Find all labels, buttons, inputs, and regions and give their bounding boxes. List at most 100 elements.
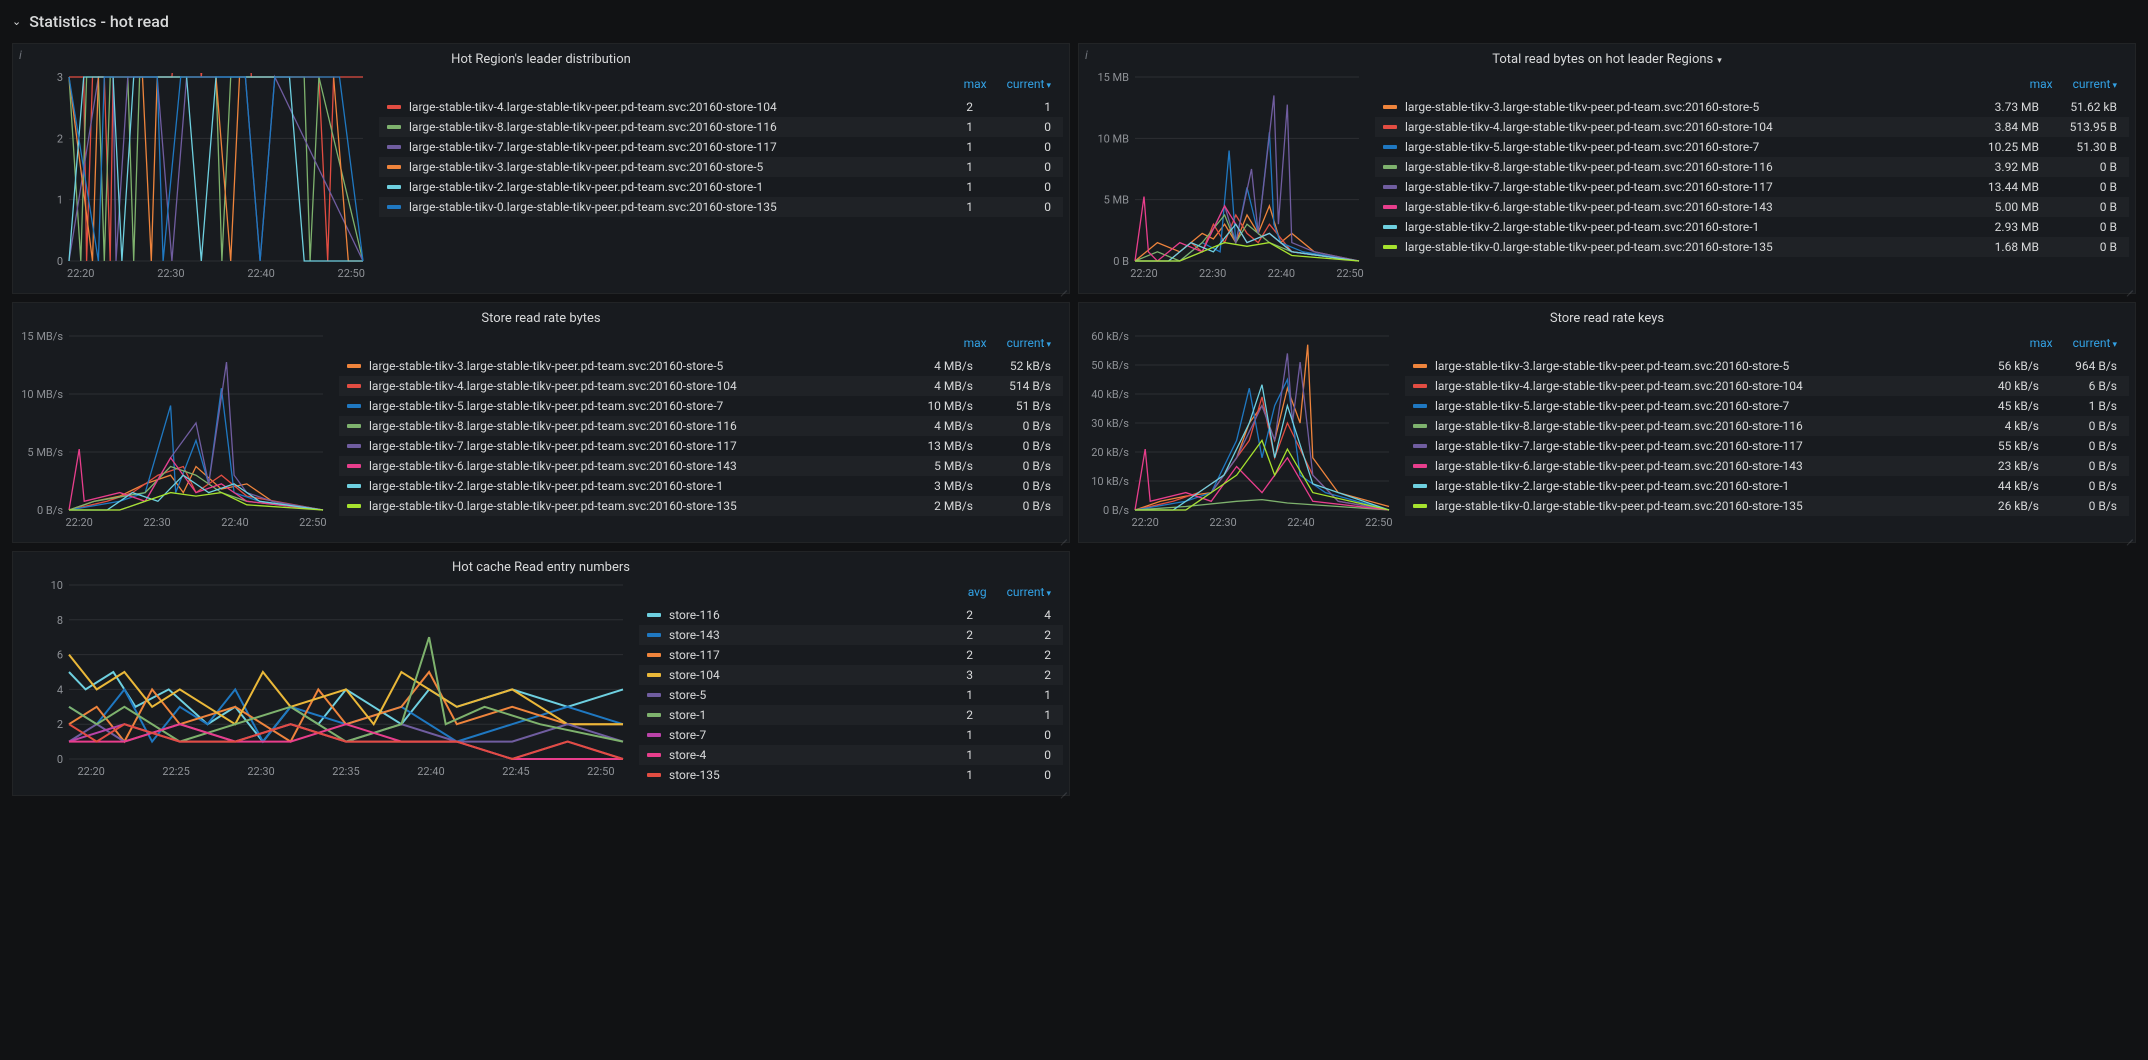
legend-value: 0 B [2047, 240, 2117, 254]
chart-area[interactable]: 0 B/s5 MB/s10 MB/s15 MB/s22:2022:3022:40… [19, 332, 329, 532]
legend-value: 2 [903, 648, 973, 662]
legend-value: 2 [903, 100, 973, 114]
legend-col-current[interactable]: current [1007, 336, 1051, 350]
resize-handle[interactable] [2123, 530, 2133, 540]
legend-row[interactable]: large-stable-tikv-6.large-stable-tikv-pe… [339, 456, 1063, 476]
panel-title[interactable]: Total read bytes on hot leader Regions▾ [1085, 50, 2129, 73]
resize-handle[interactable] [1057, 783, 1067, 793]
legend-col-max[interactable]: max [2030, 77, 2053, 91]
legend-header: max current [1375, 73, 2129, 97]
empty-cell [1078, 551, 2136, 796]
legend-row[interactable]: large-stable-tikv-5.large-stable-tikv-pe… [1405, 396, 2129, 416]
legend-row[interactable]: large-stable-tikv-8.large-stable-tikv-pe… [379, 117, 1063, 137]
legend-header: max current [379, 73, 1063, 97]
legend-row[interactable]: large-stable-tikv-8.large-stable-tikv-pe… [339, 416, 1063, 436]
legend-value: 0 B [2047, 160, 2117, 174]
legend-swatch [387, 165, 401, 169]
legend-row[interactable]: large-stable-tikv-7.large-stable-tikv-pe… [1375, 177, 2129, 197]
legend-col-max[interactable]: max [964, 336, 987, 350]
info-icon[interactable]: i [1085, 48, 1088, 62]
resize-handle[interactable] [1057, 530, 1067, 540]
legend-row[interactable]: store-11722 [639, 645, 1063, 665]
chart-svg: 0 B/s10 kB/s20 kB/s30 kB/s40 kB/s50 kB/s… [1085, 332, 1395, 532]
legend-row[interactable]: large-stable-tikv-0.large-stable-tikv-pe… [379, 197, 1063, 217]
legend-row[interactable]: large-stable-tikv-0.large-stable-tikv-pe… [339, 496, 1063, 516]
legend-col-max[interactable]: max [964, 77, 987, 91]
legend-row[interactable]: store-511 [639, 685, 1063, 705]
legend-swatch [1383, 225, 1397, 229]
legend-row[interactable]: large-stable-tikv-8.large-stable-tikv-pe… [1375, 157, 2129, 177]
legend-row[interactable]: large-stable-tikv-3.large-stable-tikv-pe… [339, 356, 1063, 376]
svg-text:0 B/s: 0 B/s [1103, 504, 1129, 517]
legend-row[interactable]: store-11624 [639, 605, 1063, 625]
chart-area[interactable]: 0 B/s10 kB/s20 kB/s30 kB/s40 kB/s50 kB/s… [1085, 332, 1395, 532]
legend-row[interactable]: large-stable-tikv-7.large-stable-tikv-pe… [1405, 436, 2129, 456]
legend-row[interactable]: large-stable-tikv-2.large-stable-tikv-pe… [379, 177, 1063, 197]
info-icon[interactable]: i [19, 48, 22, 62]
chart-area[interactable]: 024681022:2022:2522:3022:3522:4022:4522:… [19, 581, 629, 785]
legend-col-max[interactable]: max [2030, 336, 2053, 350]
legend-value: 5 MB/s [903, 459, 973, 473]
legend-row[interactable]: large-stable-tikv-0.large-stable-tikv-pe… [1405, 496, 2129, 516]
resize-handle[interactable] [1057, 281, 1067, 291]
resize-handle[interactable] [2123, 281, 2133, 291]
legend-col-current[interactable]: current [1007, 585, 1051, 599]
legend-value: 0 B [2047, 180, 2117, 194]
legend-row[interactable]: large-stable-tikv-0.large-stable-tikv-pe… [1375, 237, 2129, 257]
legend-value: 40 kB/s [1969, 379, 2039, 393]
legend-row[interactable]: large-stable-tikv-6.large-stable-tikv-pe… [1405, 456, 2129, 476]
legend-row[interactable]: large-stable-tikv-3.large-stable-tikv-pe… [379, 157, 1063, 177]
legend-value: 1.68 MB [1969, 240, 2039, 254]
legend-label: large-stable-tikv-8.large-stable-tikv-pe… [369, 419, 895, 433]
legend-row[interactable]: store-410 [639, 745, 1063, 765]
legend-row[interactable]: large-stable-tikv-2.large-stable-tikv-pe… [1375, 217, 2129, 237]
section-header[interactable]: ⌄ Statistics - hot read [12, 8, 2136, 43]
svg-text:22:20: 22:20 [67, 267, 94, 280]
legend-value: 0 [981, 140, 1051, 154]
chart-svg: 0 B5 MB10 MB15 MB22:2022:3022:4022:50 [1085, 73, 1365, 283]
legend-row[interactable]: large-stable-tikv-5.large-stable-tikv-pe… [1375, 137, 2129, 157]
legend-row[interactable]: large-stable-tikv-4.large-stable-tikv-pe… [1375, 117, 2129, 137]
legend-row[interactable]: store-10432 [639, 665, 1063, 685]
legend-row[interactable]: large-stable-tikv-4.large-stable-tikv-pe… [1405, 376, 2129, 396]
legend-value: 3.92 MB [1969, 160, 2039, 174]
panel-title[interactable]: Store read rate bytes [19, 309, 1063, 332]
legend-value: 3.84 MB [1969, 120, 2039, 134]
legend-row[interactable]: large-stable-tikv-3.large-stable-tikv-pe… [1405, 356, 2129, 376]
legend-value: 2 [981, 648, 1051, 662]
svg-text:1: 1 [57, 194, 63, 207]
legend-row[interactable]: large-stable-tikv-2.large-stable-tikv-pe… [1405, 476, 2129, 496]
legend-row[interactable]: large-stable-tikv-5.large-stable-tikv-pe… [339, 396, 1063, 416]
panel-title[interactable]: Hot Region's leader distribution [19, 50, 1063, 73]
legend-row[interactable]: large-stable-tikv-8.large-stable-tikv-pe… [1405, 416, 2129, 436]
svg-text:22:30: 22:30 [247, 765, 274, 778]
legend-row[interactable]: store-121 [639, 705, 1063, 725]
legend-row[interactable]: large-stable-tikv-3.large-stable-tikv-pe… [1375, 97, 2129, 117]
legend-col-current[interactable]: current [1007, 77, 1051, 91]
legend-col-current[interactable]: current [2073, 336, 2117, 350]
legend-row[interactable]: large-stable-tikv-4.large-stable-tikv-pe… [379, 97, 1063, 117]
legend-row[interactable]: large-stable-tikv-2.large-stable-tikv-pe… [339, 476, 1063, 496]
svg-text:22:40: 22:40 [1268, 267, 1295, 280]
chart-area[interactable]: 012322:2022:3022:4022:50 [19, 73, 369, 283]
legend-value: 1 [903, 728, 973, 742]
legend-col-current[interactable]: current [2073, 77, 2117, 91]
panel-title[interactable]: Hot cache Read entry numbers [19, 558, 1063, 581]
legend-row[interactable]: large-stable-tikv-7.large-stable-tikv-pe… [379, 137, 1063, 157]
legend: max current large-stable-tikv-4.large-stab… [379, 73, 1063, 283]
legend-col-avg[interactable]: avg [968, 585, 987, 599]
legend-row[interactable]: store-13510 [639, 765, 1063, 785]
legend-label: store-7 [669, 728, 895, 742]
legend-row[interactable]: large-stable-tikv-7.large-stable-tikv-pe… [339, 436, 1063, 456]
panel-title[interactable]: Store read rate keys [1085, 309, 2129, 332]
legend-value: 0 [981, 768, 1051, 782]
legend-row[interactable]: large-stable-tikv-4.large-stable-tikv-pe… [339, 376, 1063, 396]
legend-swatch [347, 424, 361, 428]
chart-area[interactable]: 0 B5 MB10 MB15 MB22:2022:3022:4022:50 [1085, 73, 1365, 283]
legend-value: 1 [903, 200, 973, 214]
svg-text:20 kB/s: 20 kB/s [1091, 446, 1129, 459]
legend-row[interactable]: large-stable-tikv-6.large-stable-tikv-pe… [1375, 197, 2129, 217]
legend-row[interactable]: store-710 [639, 725, 1063, 745]
legend-value: 44 kB/s [1969, 479, 2039, 493]
legend-row[interactable]: store-14322 [639, 625, 1063, 645]
